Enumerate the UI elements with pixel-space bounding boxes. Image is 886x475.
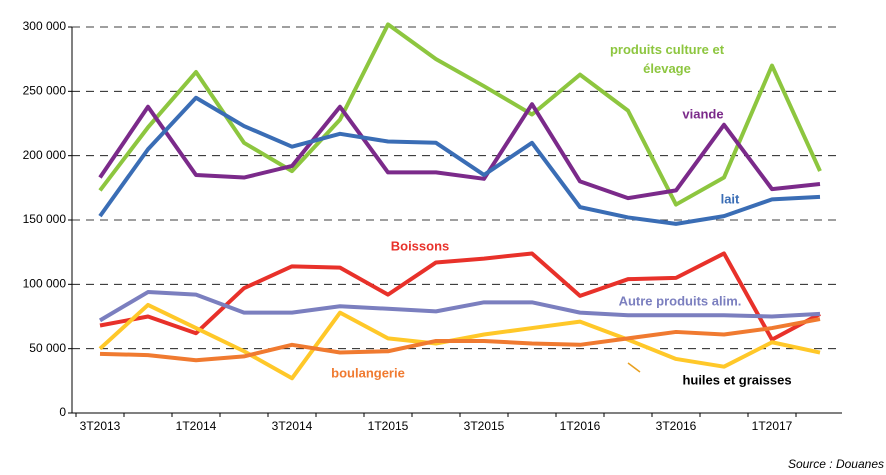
series-line xyxy=(99,251,821,342)
source-note: Source : Douanes xyxy=(788,457,884,471)
x-tick-label: 3T2016 xyxy=(656,419,697,433)
series-line xyxy=(98,22,822,207)
series-line xyxy=(99,317,821,363)
x-tick-label: 1T2015 xyxy=(368,419,409,433)
y-tick-label: 150 000 xyxy=(23,212,67,226)
series-label: produits culture et élevage xyxy=(610,42,725,76)
series-label: boulangerie xyxy=(331,365,405,380)
series-line xyxy=(98,95,821,226)
series-label: viande xyxy=(682,106,723,121)
y-tick-label: 250 000 xyxy=(23,84,67,98)
x-tick-label: 1T2014 xyxy=(176,419,217,433)
x-tick-label: 1T2017 xyxy=(752,419,793,433)
x-tick-label: 3T2015 xyxy=(464,419,505,433)
y-tick-label: 0 xyxy=(59,405,66,419)
annotation-arrow xyxy=(627,362,641,373)
x-tick-label: 3T2014 xyxy=(272,419,313,433)
y-tick-label: 50 000 xyxy=(29,341,66,355)
y-tick-label: 300 000 xyxy=(23,19,67,33)
series-line xyxy=(98,102,821,201)
y-tick-label: 200 000 xyxy=(23,148,67,162)
series-label: Autre produits alim. xyxy=(619,293,742,308)
series-line xyxy=(98,290,821,323)
series-label: huiles et graisses xyxy=(682,372,791,387)
x-tick-label: 3T2013 xyxy=(80,419,121,433)
series-label: lait xyxy=(721,191,740,206)
series-label: Boissons xyxy=(391,238,450,253)
y-tick-label: 100 000 xyxy=(23,277,67,291)
x-tick-label: 1T2016 xyxy=(560,419,601,433)
